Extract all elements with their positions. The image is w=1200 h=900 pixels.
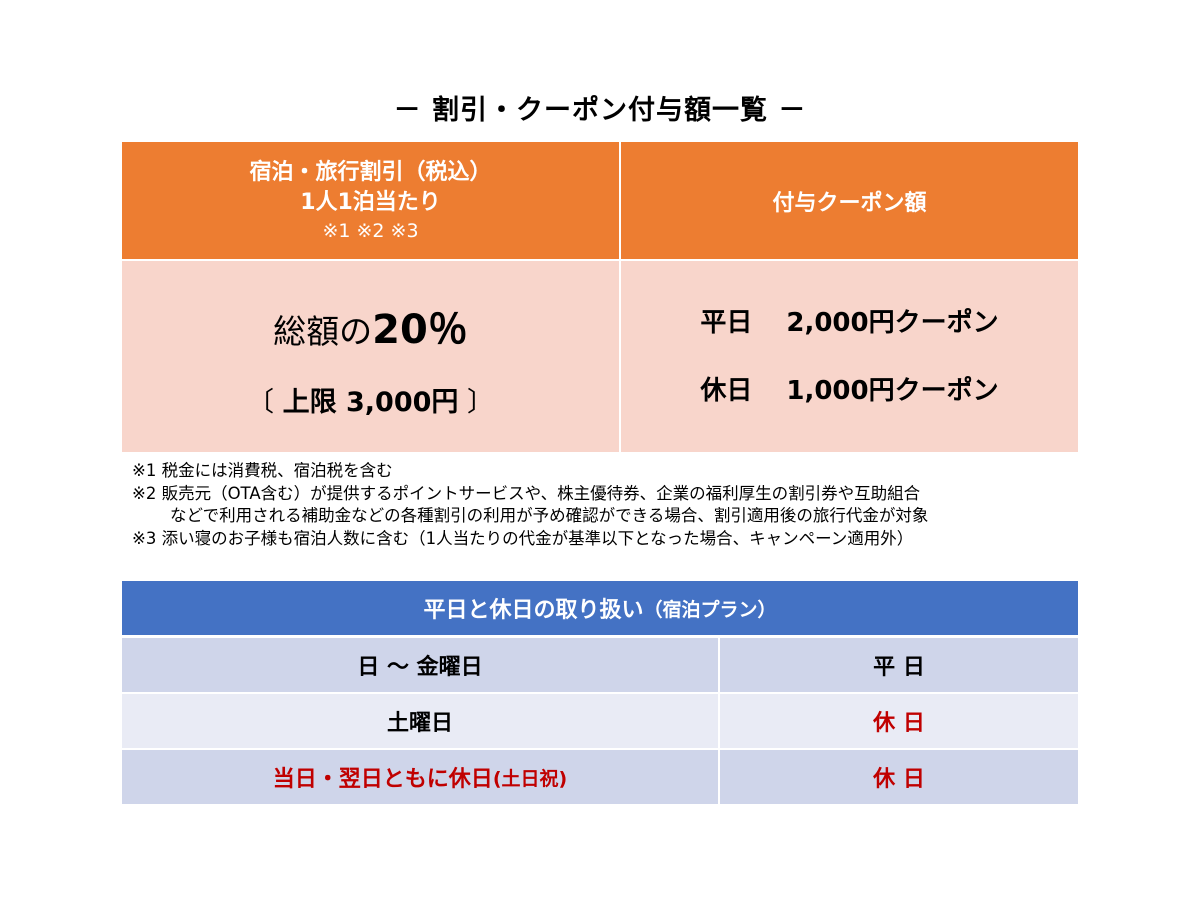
day-type-cell: 平 日 <box>720 638 1078 692</box>
limit-bracket-open: 〔 <box>247 387 274 418</box>
day-type-cell: 休 日 <box>720 694 1078 748</box>
day-table-subtitle: （宿泊プラン） <box>643 598 777 621</box>
table-row: 日 〜 金曜日 平 日 <box>122 638 1078 692</box>
limit-text: 上限 3,000円 <box>282 387 459 418</box>
header-coupon: 付与クーポン額 <box>621 142 1078 259</box>
footnotes: ※1 税金には消費税、宿泊税を含む ※2 販売元（OTA含む）が提供するポイント… <box>132 460 1092 550</box>
header-discount: 宿泊・旅行割引（税込） 1人1泊当たり ※1 ※2 ※3 <box>122 142 619 259</box>
coupon-holiday: 休日 1,000円クーポン <box>621 370 1078 407</box>
discount-coupon-table: 宿泊・旅行割引（税込） 1人1泊当たり ※1 ※2 ※3 付与クーポン額 総額の… <box>122 142 1078 452</box>
header-coupon-label: 付与クーポン額 <box>772 190 927 216</box>
page-title: － 割引・クーポン付与額一覧 － <box>393 95 807 126</box>
table-row: 土曜日 休 日 <box>122 694 1078 748</box>
coupon-weekday-label: 平日 <box>700 308 753 338</box>
header-discount-notes: ※1 ※2 ※3 <box>322 219 419 242</box>
table-row: 当日・翌日ともに休日 (土日祝) 休 日 <box>122 750 1078 804</box>
coupon-weekday: 平日 2,000円クーポン <box>621 302 1078 339</box>
day-range-main: 当日・翌日ともに休日 <box>272 767 493 792</box>
day-range-cell: 土曜日 <box>122 694 718 748</box>
limit-bracket-close: 〕 <box>467 387 494 418</box>
footnote-3: ※3 添い寝のお子様も宿泊人数に含む（1人当たりの代金が基準以下となった場合、キ… <box>132 528 914 548</box>
header-discount-line2: 1人1泊当たり <box>300 189 441 215</box>
day-table-header: 平日と休日の取り扱い （宿泊プラン） <box>122 581 1078 635</box>
discount-percent: 20％ <box>372 307 468 353</box>
day-range-sub: (土日祝) <box>492 767 568 790</box>
coupon-weekday-amount: 2,000円クーポン <box>786 308 999 338</box>
discount-limit: 〔 上限 3,000円 〕 <box>122 380 619 419</box>
discount-rate: 総額の20％ <box>122 297 619 355</box>
footnote-2-continued: などで利用される補助金などの各種割引の利用が予め確認ができる場合、割引適用後の旅… <box>170 506 929 525</box>
footnote-2: ※2 販売元（OTA含む）が提供するポイントサービスや、株主優待券、企業の福利厚… <box>132 483 921 503</box>
coupon-cell: 平日 2,000円クーポン 休日 1,000円クーポン <box>621 261 1078 452</box>
day-range-cell: 日 〜 金曜日 <box>122 638 718 692</box>
coupon-holiday-label: 休日 <box>700 376 753 406</box>
day-table-title: 平日と休日の取り扱い <box>423 598 644 623</box>
discount-prefix: 総額の <box>273 312 373 351</box>
coupon-holiday-amount: 1,000円クーポン <box>786 376 999 406</box>
day-range-cell: 当日・翌日ともに休日 (土日祝) <box>122 750 718 804</box>
footnote-1: ※1 税金には消費税、宿泊税を含む <box>132 461 393 480</box>
header-discount-line1: 宿泊・旅行割引（税込） <box>249 159 492 185</box>
discount-cell: 総額の20％ 〔 上限 3,000円 〕 <box>122 261 619 452</box>
day-type-cell: 休 日 <box>720 750 1078 804</box>
